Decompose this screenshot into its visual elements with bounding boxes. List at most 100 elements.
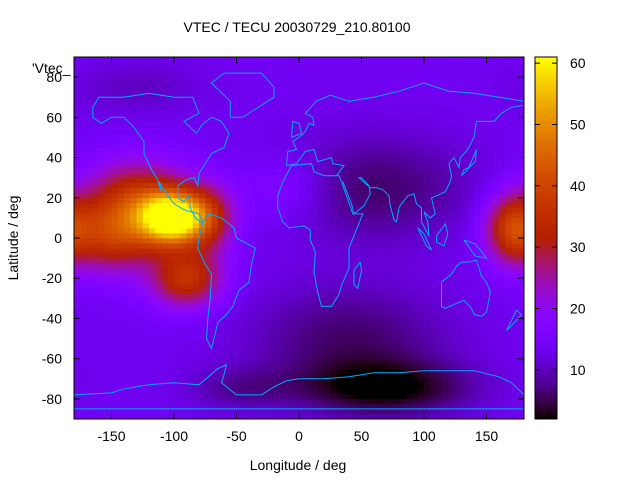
heatmap-cell bbox=[286, 273, 294, 279]
heatmap-cell bbox=[130, 353, 137, 360]
heatmap-cell bbox=[142, 363, 150, 370]
heatmap-cell bbox=[92, 318, 100, 324]
heatmap-cell bbox=[486, 383, 494, 390]
heatmap-cell bbox=[449, 363, 456, 370]
heatmap-cell bbox=[124, 348, 131, 355]
heatmap-cell bbox=[267, 107, 275, 113]
heatmap-cell bbox=[149, 238, 156, 244]
heatmap-cell bbox=[342, 207, 350, 214]
heatmap-cell bbox=[424, 97, 431, 103]
heatmap-cell bbox=[392, 227, 400, 234]
heatmap-cell bbox=[355, 152, 362, 158]
heatmap-cell bbox=[155, 227, 162, 234]
heatmap-cell bbox=[117, 207, 125, 214]
heatmap-cell bbox=[261, 82, 269, 88]
heatmap-cell bbox=[355, 328, 362, 334]
heatmap-cell bbox=[299, 197, 306, 204]
heatmap-cell bbox=[336, 62, 344, 68]
heatmap-cell bbox=[217, 217, 225, 224]
heatmap-cell bbox=[149, 112, 156, 118]
heatmap-cell bbox=[74, 268, 81, 274]
heatmap-cell bbox=[461, 403, 469, 410]
heatmap-cell bbox=[136, 82, 144, 88]
heatmap-cell bbox=[342, 398, 350, 405]
heatmap-cell bbox=[461, 378, 469, 385]
heatmap-cell bbox=[99, 67, 106, 73]
heatmap-cell bbox=[305, 403, 312, 410]
heatmap-cell bbox=[274, 227, 281, 234]
heatmap-cell bbox=[474, 363, 481, 370]
heatmap-cell bbox=[330, 77, 337, 83]
heatmap-cell bbox=[261, 57, 269, 63]
heatmap-cell bbox=[111, 398, 119, 405]
heatmap-cell bbox=[99, 303, 106, 309]
heatmap-cell bbox=[355, 238, 362, 244]
heatmap-cell bbox=[299, 313, 306, 319]
heatmap-cell bbox=[280, 378, 287, 385]
heatmap-cell bbox=[392, 207, 400, 214]
heatmap-cell bbox=[242, 167, 250, 174]
heatmap-cell bbox=[492, 197, 500, 204]
heatmap-cell bbox=[180, 177, 187, 184]
heatmap-cell bbox=[286, 308, 294, 314]
heatmap-cell bbox=[92, 393, 100, 400]
heatmap-cell bbox=[236, 167, 244, 174]
heatmap-cell bbox=[167, 383, 175, 390]
heatmap-cell bbox=[436, 87, 444, 93]
heatmap-cell bbox=[92, 132, 100, 138]
heatmap-cell bbox=[155, 82, 162, 88]
heatmap-cell bbox=[136, 122, 144, 128]
heatmap-cell bbox=[486, 102, 494, 108]
heatmap-cell bbox=[436, 293, 444, 299]
heatmap-cell bbox=[267, 383, 275, 390]
heatmap-cell bbox=[86, 368, 94, 375]
heatmap-cell bbox=[405, 162, 412, 169]
heatmap-cell bbox=[324, 97, 331, 103]
heatmap-cell bbox=[399, 122, 406, 128]
heatmap-cell bbox=[142, 112, 150, 118]
heatmap-cell bbox=[242, 217, 250, 224]
heatmap-cell bbox=[467, 217, 475, 224]
heatmap-cell bbox=[324, 328, 331, 334]
heatmap-cell bbox=[467, 363, 475, 370]
heatmap-cell bbox=[130, 363, 137, 370]
heatmap-cell bbox=[411, 393, 419, 400]
heatmap-cell bbox=[124, 87, 131, 93]
heatmap-cell bbox=[155, 207, 162, 214]
heatmap-cell bbox=[130, 368, 137, 375]
heatmap-cell bbox=[155, 303, 162, 309]
heatmap-cell bbox=[455, 97, 462, 103]
heatmap-cell bbox=[405, 107, 412, 113]
heatmap-cell bbox=[342, 363, 350, 370]
heatmap-cell bbox=[211, 152, 219, 158]
heatmap-cell bbox=[92, 107, 100, 113]
heatmap-cell bbox=[386, 157, 394, 163]
heatmap-cell bbox=[267, 268, 275, 274]
heatmap-cell bbox=[436, 403, 444, 410]
heatmap-cell bbox=[336, 268, 344, 274]
heatmap-cell bbox=[474, 137, 481, 143]
heatmap-cell bbox=[167, 122, 175, 128]
heatmap-cell bbox=[455, 192, 462, 199]
heatmap-cell bbox=[411, 373, 419, 380]
heatmap-cell bbox=[430, 82, 437, 88]
heatmap-cell bbox=[405, 132, 412, 138]
heatmap-cell bbox=[299, 343, 306, 350]
heatmap-cell bbox=[86, 57, 94, 63]
heatmap-cell bbox=[155, 72, 162, 78]
heatmap-cell bbox=[330, 318, 337, 324]
heatmap-cell bbox=[330, 152, 337, 158]
heatmap-cell bbox=[205, 182, 212, 189]
heatmap-cell bbox=[255, 253, 262, 259]
heatmap-cell bbox=[180, 253, 187, 259]
heatmap-cell bbox=[167, 328, 175, 334]
heatmap-cell bbox=[436, 338, 444, 344]
heatmap-cell bbox=[492, 303, 500, 309]
heatmap-cell bbox=[442, 343, 450, 350]
heatmap-cell bbox=[392, 278, 400, 284]
heatmap-cell bbox=[267, 248, 275, 254]
heatmap-cell bbox=[417, 398, 425, 405]
heatmap-cell bbox=[249, 318, 256, 324]
heatmap-cell bbox=[374, 398, 381, 405]
heatmap-cell bbox=[486, 413, 494, 420]
